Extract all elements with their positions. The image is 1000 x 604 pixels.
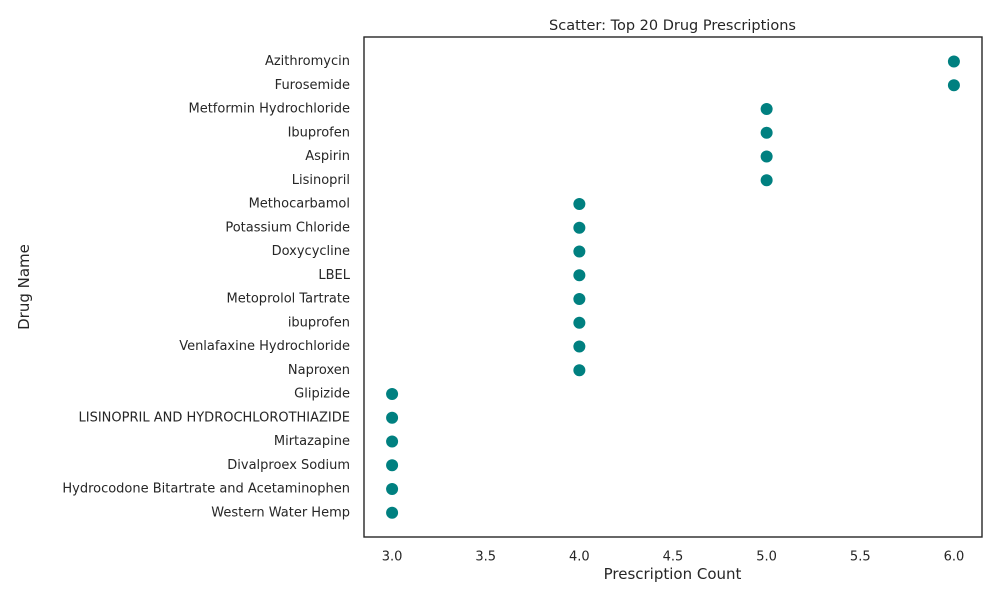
y-tick-label: Methocarbamol <box>249 197 350 212</box>
y-tick-label: Hydrocodone Bitartrate and Acetaminophen <box>62 482 350 497</box>
data-point <box>386 388 399 400</box>
x-tick-label: 3.0 <box>382 550 403 565</box>
data-point <box>573 245 586 258</box>
data-point <box>386 435 399 448</box>
data-point <box>573 340 586 353</box>
data-point <box>386 506 399 519</box>
data-point <box>760 174 773 187</box>
plot-frame <box>363 36 983 538</box>
x-axis-ticks: 3.0 3.5 4.0 4.5 5.0 5.5 6.0 <box>382 550 965 565</box>
data-point <box>386 459 399 472</box>
chart-title: Scatter: Top 20 Drug Prescriptions <box>549 18 796 34</box>
data-point <box>947 79 960 92</box>
data-point <box>573 364 586 377</box>
y-tick-label: Aspirin <box>305 149 350 164</box>
y-axis-ticks: Azithromycin Furosemide Metformin Hydrochl… <box>62 54 350 520</box>
y-tick-label: Venlafaxine Hydrochloride <box>179 339 350 354</box>
x-tick-label: 4.0 <box>569 550 590 565</box>
y-tick-label: LISINOPRIL AND HYDROCHLOROTHIAZIDE <box>79 410 351 425</box>
x-tick-label: 3.5 <box>475 550 496 565</box>
y-axis-label: Drug Name <box>15 244 33 330</box>
data-points <box>386 55 960 519</box>
y-tick-label: ibuprofen <box>288 315 350 330</box>
y-tick-label: Mirtazapine <box>274 434 350 449</box>
x-tick-label: 5.5 <box>850 550 871 565</box>
y-tick-label: Metoprolol Tartrate <box>227 292 350 307</box>
x-tick-label: 5.0 <box>756 550 777 565</box>
data-point <box>760 126 773 139</box>
data-point <box>386 483 399 495</box>
y-tick-label: Divalproex Sodium <box>227 458 350 473</box>
y-tick-label: Azithromycin <box>265 54 350 69</box>
data-point <box>386 411 399 424</box>
y-tick-label: Furosemide <box>275 78 350 93</box>
y-tick-label: Potassium Chloride <box>225 220 350 235</box>
data-point <box>573 198 586 210</box>
y-tick-label: Western Water Hemp <box>211 505 350 520</box>
data-point <box>573 221 586 234</box>
x-axis-label: Prescription Count <box>604 565 742 583</box>
data-point <box>573 316 586 329</box>
x-tick-label: 4.5 <box>663 550 684 565</box>
data-point <box>573 293 586 305</box>
y-tick-label: LBEL <box>318 268 350 283</box>
y-tick-label: Naproxen <box>288 363 350 378</box>
y-tick-label: Ibuprofen <box>288 125 350 140</box>
y-tick-label: Glipizide <box>294 387 350 402</box>
y-tick-label: Metformin Hydrochloride <box>189 102 351 117</box>
data-point <box>573 269 586 282</box>
y-tick-label: Doxycycline <box>272 244 350 259</box>
y-tick-label: Lisinopril <box>292 173 350 188</box>
data-point <box>947 55 960 68</box>
data-point <box>760 150 773 163</box>
x-tick-label: 6.0 <box>944 550 965 565</box>
data-point <box>760 103 773 115</box>
